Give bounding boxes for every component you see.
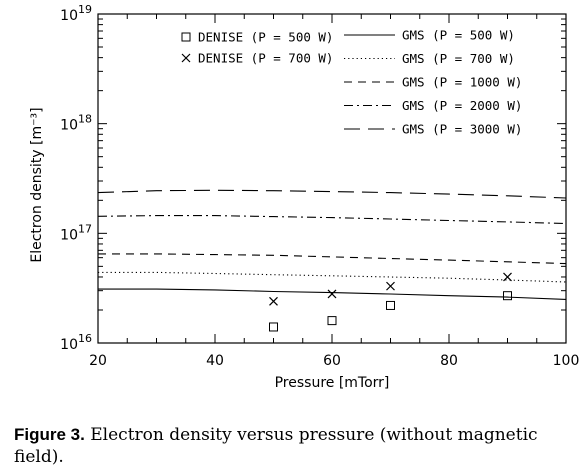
data-point-square	[386, 300, 395, 310]
data-point-x-stroke-b	[327, 289, 337, 299]
data-point-x	[327, 289, 337, 299]
data-point-x	[269, 296, 278, 306]
figure-label: Figure 3.	[14, 425, 85, 444]
x-tick-label: 20	[89, 353, 107, 369]
x-tick-label: 60	[323, 353, 341, 369]
legend-label: GMS (P = 700 W)	[402, 51, 515, 66]
x-tick-label: 100	[553, 353, 580, 369]
series-line-dotted	[98, 271, 567, 283]
series-line-dashed	[98, 253, 567, 265]
x-tick-label: 80	[440, 353, 458, 369]
data-point-x	[386, 281, 395, 291]
legend-label: DENISE (P = 500 W)	[198, 30, 333, 45]
legend-label: GMS (P = 500 W)	[402, 28, 515, 43]
x-axis-label: Pressure [mTorr]	[275, 375, 390, 391]
x-tick-label: 40	[206, 353, 224, 369]
legend-label: GMS (P = 2000 W)	[402, 98, 522, 113]
legend-label: DENISE (P = 700 W)	[198, 51, 333, 66]
legend-marker-x	[181, 53, 191, 63]
legend-marker-square	[181, 32, 191, 42]
legend: DENISE (P = 500 W) DENISE (P = 700 W) GMS …	[181, 28, 522, 137]
data-point-square	[503, 291, 512, 301]
y-tick-label: 1017	[60, 222, 92, 243]
ticks-layer: 20 40 60 80 100 1016 1017 1018 1019	[60, 3, 579, 369]
caption-text: Electron density versus pressure (withou…	[14, 425, 538, 467]
legend-marker-x-stroke-b	[181, 53, 191, 63]
series-line-longdash	[97, 189, 567, 199]
series-line-dashdot	[97, 215, 567, 225]
legend-label: GMS (P = 1000 W)	[402, 75, 522, 90]
data-point-x-stroke-b	[503, 272, 512, 282]
series-line-solid	[98, 288, 567, 300]
data-point-x-stroke-b	[386, 281, 395, 291]
figure-caption: Figure 3. Electron density versus pressu…	[14, 424, 574, 468]
legend-label: GMS (P = 3000 W)	[402, 122, 522, 137]
data-point-square	[327, 316, 337, 326]
y-tick-label: 1019	[60, 3, 92, 24]
y-tick-label: 1018	[60, 113, 92, 134]
data-point-x-stroke-b	[269, 296, 278, 306]
series-layer	[97, 189, 567, 332]
y-axis-label: Electron density [m⁻³]	[29, 107, 45, 262]
data-point-square	[269, 322, 278, 332]
chart: 20 40 60 80 100 1016 1017 1018 1019 DENISE (P = …	[29, 3, 579, 391]
y-tick-label: 1016	[60, 332, 92, 353]
